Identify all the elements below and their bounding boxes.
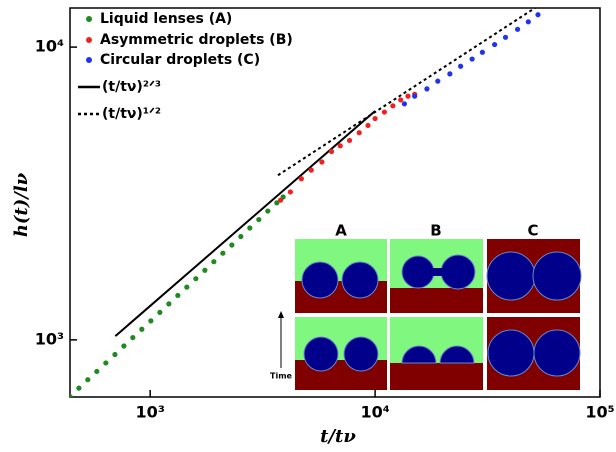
droplet (401, 345, 437, 364)
data-point (458, 63, 464, 69)
data-point (247, 225, 253, 231)
x-tick-label: 10⁴ (360, 403, 389, 422)
data-point (405, 93, 411, 99)
data-point (103, 360, 109, 366)
x-tick-label: 10³ (136, 403, 165, 422)
data-point (211, 259, 217, 265)
droplet-neck (430, 268, 448, 276)
droplet (533, 329, 581, 377)
droplet (303, 336, 339, 372)
legend-marker (86, 16, 92, 22)
legend-label: (t/tν)²ᐟ³ (102, 79, 161, 95)
data-point (319, 159, 325, 165)
data-point (328, 148, 335, 155)
data-point (157, 309, 163, 316)
data-point (479, 49, 486, 55)
fit-line (277, 8, 537, 177)
droplet (486, 251, 536, 301)
data-point (469, 56, 475, 62)
y-tick-label: 10⁴ (35, 37, 64, 56)
data-point (308, 167, 314, 173)
data-point (365, 122, 371, 129)
droplet (301, 261, 339, 299)
data-point (175, 292, 181, 299)
data-point (447, 71, 453, 77)
data-point (514, 26, 521, 32)
data-point (525, 19, 531, 25)
data-point (130, 334, 136, 341)
data-point (287, 189, 293, 195)
data-point (356, 130, 362, 136)
data-point (381, 109, 388, 115)
y-tick-label: 10³ (35, 329, 64, 348)
data-point (346, 137, 353, 144)
data-point (238, 233, 244, 240)
droplet (532, 251, 582, 301)
data-point (148, 318, 154, 324)
legend-label: Asymmetric droplets (B) (100, 32, 293, 48)
inset-label: B (430, 222, 441, 240)
inset-label: C (527, 222, 538, 240)
legend-label: Liquid lenses (A) (100, 11, 232, 27)
data-point (70, 394, 73, 397)
data-point (94, 368, 100, 375)
data-point (372, 115, 378, 122)
data-point (184, 284, 190, 290)
data-point (139, 326, 145, 332)
data-point (256, 216, 262, 223)
y-axis-label: h(t)/lν (11, 172, 32, 237)
x-tick-label: 10⁵ (585, 403, 614, 422)
droplet (343, 336, 379, 372)
x-axis-label: t/tν (320, 426, 356, 447)
data-point (390, 103, 396, 109)
data-point (435, 78, 441, 84)
plot-frame (69, 7, 601, 398)
droplet (439, 345, 475, 364)
inset-label: A (335, 222, 347, 240)
data-point (265, 208, 271, 214)
data-point (412, 93, 418, 99)
data-point (166, 301, 172, 307)
panel-substrate (390, 288, 483, 313)
legend-label: (t/tν)¹ᐟ² (102, 106, 161, 122)
inset: A B C Time (270, 222, 582, 390)
droplet (341, 261, 379, 299)
panel-substrate (390, 363, 483, 390)
data-point (220, 250, 226, 256)
data-point (274, 200, 280, 206)
droplet (401, 255, 435, 289)
data-point (401, 101, 408, 107)
legend-label: Circular droplets (C) (100, 52, 260, 68)
data-point (298, 176, 304, 182)
data-point (202, 267, 208, 273)
data-layer (70, 8, 541, 397)
data-point (535, 12, 541, 18)
data-point (398, 97, 404, 103)
data-point (277, 197, 284, 203)
data-point (85, 377, 91, 383)
data-point (76, 385, 82, 391)
time-arrow-head (278, 311, 284, 318)
data-point (337, 143, 343, 149)
legend-marker (86, 37, 92, 43)
data-point (112, 351, 118, 358)
data-point (424, 86, 430, 92)
legend: Liquid lenses (A) Asymmetric droplets (B)… (78, 11, 293, 122)
droplet (487, 329, 535, 377)
data-point (121, 343, 127, 349)
data-point (229, 242, 235, 248)
time-label: Time (270, 372, 293, 381)
data-point (492, 41, 498, 48)
data-point (193, 276, 199, 282)
fit-line (114, 110, 376, 337)
legend-marker (86, 57, 92, 63)
data-point (502, 34, 509, 40)
